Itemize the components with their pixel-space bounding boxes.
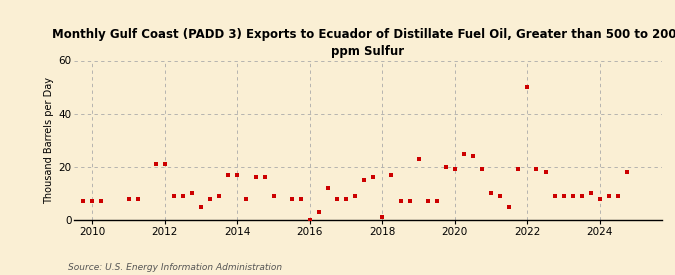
Point [368,175,379,180]
Point [313,210,324,214]
Point [486,191,497,196]
Point [232,173,243,177]
Point [259,175,270,180]
Point [296,197,306,201]
Point [331,197,342,201]
Point [531,167,542,172]
Point [458,151,469,156]
Point [241,197,252,201]
Point [558,194,569,198]
Y-axis label: Thousand Barrels per Day: Thousand Barrels per Day [44,77,54,204]
Point [413,157,424,161]
Point [250,175,261,180]
Point [377,215,387,219]
Point [132,197,143,201]
Point [540,170,551,174]
Point [223,173,234,177]
Point [323,186,333,190]
Point [359,178,370,182]
Point [440,165,451,169]
Point [187,191,198,196]
Point [585,191,596,196]
Point [151,162,161,166]
Point [613,194,624,198]
Point [595,197,605,201]
Point [87,199,98,204]
Text: Source: U.S. Energy Information Administration: Source: U.S. Energy Information Administ… [68,263,281,272]
Point [341,197,352,201]
Point [268,194,279,198]
Point [124,197,134,201]
Point [567,194,578,198]
Point [304,218,315,222]
Point [603,194,614,198]
Point [395,199,406,204]
Title: Monthly Gulf Coast (PADD 3) Exports to Ecuador of Distillate Fuel Oil, Greater t: Monthly Gulf Coast (PADD 3) Exports to E… [51,28,675,58]
Point [96,199,107,204]
Point [504,205,514,209]
Point [214,194,225,198]
Point [196,205,207,209]
Point [350,194,360,198]
Point [423,199,433,204]
Point [495,194,506,198]
Point [286,197,297,201]
Point [513,167,524,172]
Point [450,167,460,172]
Point [169,194,180,198]
Point [522,85,533,89]
Point [468,154,479,158]
Point [205,197,215,201]
Point [386,173,397,177]
Point [477,167,487,172]
Point [178,194,188,198]
Point [404,199,415,204]
Point [622,170,632,174]
Point [549,194,560,198]
Point [159,162,170,166]
Point [431,199,442,204]
Point [576,194,587,198]
Point [78,199,88,204]
